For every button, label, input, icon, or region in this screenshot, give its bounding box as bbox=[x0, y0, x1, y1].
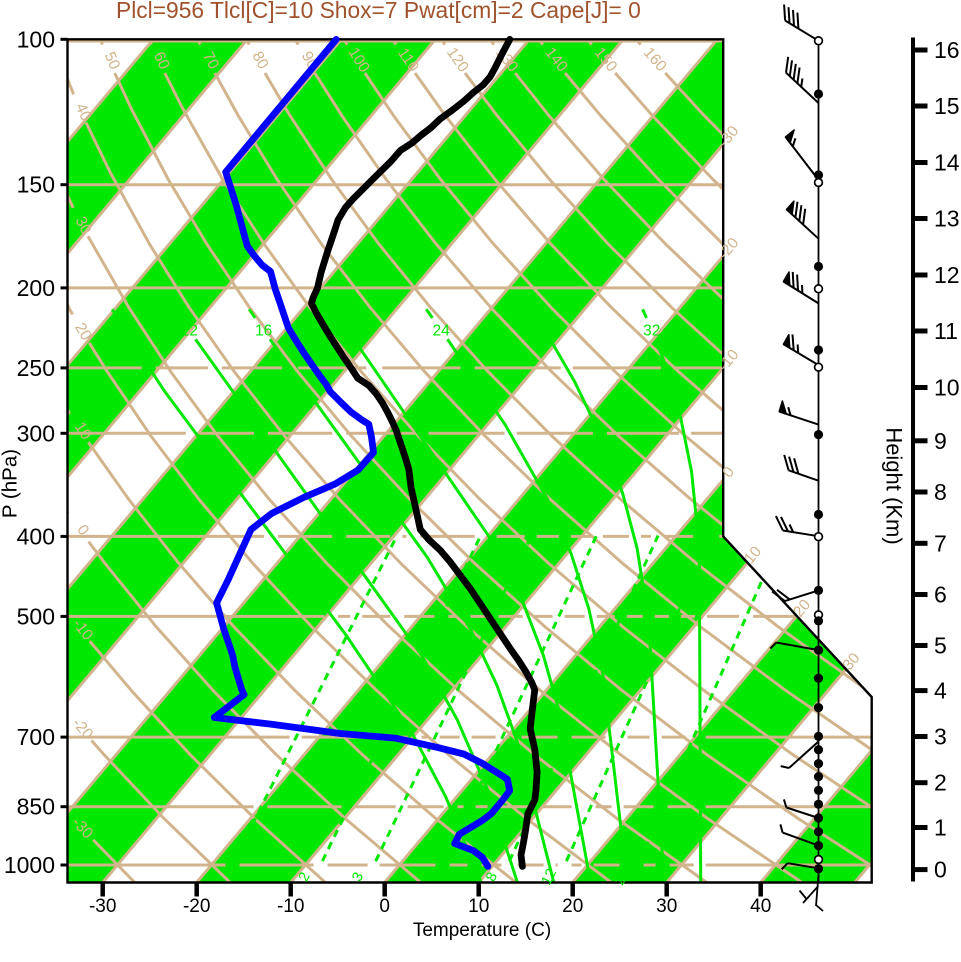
svg-text:30: 30 bbox=[656, 896, 677, 917]
svg-text:15: 15 bbox=[934, 93, 960, 119]
svg-text:14: 14 bbox=[934, 150, 960, 176]
svg-text:11: 11 bbox=[934, 318, 958, 344]
svg-text:150: 150 bbox=[17, 172, 55, 198]
svg-text:20: 20 bbox=[562, 896, 583, 917]
svg-text:-30: -30 bbox=[89, 896, 116, 917]
svg-text:3: 3 bbox=[934, 724, 947, 750]
svg-text:500: 500 bbox=[17, 603, 55, 629]
svg-text:5: 5 bbox=[934, 633, 947, 659]
svg-text:200: 200 bbox=[17, 275, 55, 301]
svg-text:1000: 1000 bbox=[4, 852, 55, 878]
svg-text:32: 32 bbox=[643, 323, 660, 340]
svg-text:40: 40 bbox=[750, 896, 771, 917]
svg-text:16: 16 bbox=[934, 37, 960, 63]
svg-text:300: 300 bbox=[17, 420, 55, 446]
svg-text:160: 160 bbox=[640, 44, 670, 75]
svg-text:0: 0 bbox=[379, 896, 390, 917]
svg-text:Height (Km): Height (Km) bbox=[882, 427, 907, 544]
svg-text:250: 250 bbox=[17, 355, 55, 381]
svg-text:7: 7 bbox=[934, 530, 947, 556]
svg-text:80: 80 bbox=[248, 49, 271, 73]
svg-text:Temperature (C): Temperature (C) bbox=[413, 920, 551, 941]
svg-text:12: 12 bbox=[934, 262, 960, 288]
svg-text:6: 6 bbox=[934, 582, 947, 608]
svg-text:8: 8 bbox=[934, 479, 947, 505]
svg-text:12: 12 bbox=[181, 323, 198, 340]
svg-text:-10: -10 bbox=[277, 896, 304, 917]
svg-text:700: 700 bbox=[17, 724, 55, 750]
svg-text:9: 9 bbox=[934, 428, 947, 454]
svg-text:4: 4 bbox=[934, 678, 947, 704]
svg-text:2: 2 bbox=[934, 770, 947, 796]
svg-text:-20: -20 bbox=[69, 715, 97, 743]
svg-text:16: 16 bbox=[255, 323, 272, 340]
svg-text:Plcl=956 Tlcl[C]=10 Shox=7 Pwa: Plcl=956 Tlcl[C]=10 Shox=7 Pwat[cm]=2 Ca… bbox=[116, 0, 641, 23]
svg-text:10: 10 bbox=[468, 896, 489, 917]
svg-text:13: 13 bbox=[934, 206, 960, 232]
svg-text:20: 20 bbox=[339, 323, 357, 340]
svg-text:400: 400 bbox=[17, 523, 55, 549]
svg-text:0: 0 bbox=[934, 857, 947, 883]
svg-text:120: 120 bbox=[443, 45, 472, 76]
svg-text:28: 28 bbox=[536, 323, 553, 340]
svg-text:1: 1 bbox=[934, 815, 947, 841]
svg-text:24: 24 bbox=[432, 323, 450, 340]
svg-text:50: 50 bbox=[101, 50, 124, 73]
svg-text:10: 10 bbox=[934, 375, 960, 401]
svg-text:-20: -20 bbox=[183, 896, 210, 917]
svg-text:12: 12 bbox=[539, 866, 561, 888]
svg-text:100: 100 bbox=[17, 26, 55, 52]
svg-text:8: 8 bbox=[121, 323, 130, 340]
svg-text:850: 850 bbox=[17, 794, 55, 820]
svg-text:P (hPa): P (hPa) bbox=[0, 449, 22, 518]
